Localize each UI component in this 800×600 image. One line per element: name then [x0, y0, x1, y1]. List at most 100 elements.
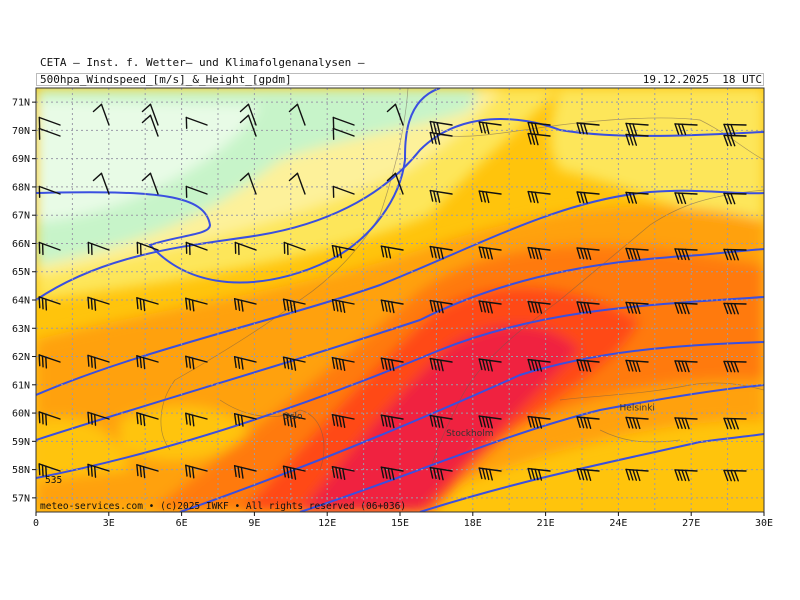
wind-barb [625, 416, 649, 430]
copyright-credit: meteo-services.com • (c)2025 IWKF • All … [40, 501, 406, 512]
wind-barb [288, 103, 306, 126]
wind-barb [527, 246, 551, 260]
lon-tick-label: 9E [248, 518, 260, 529]
wind-barb [527, 358, 551, 372]
wind-barb [674, 123, 698, 136]
wind-barb [331, 244, 355, 259]
wind-barb [288, 172, 306, 195]
wind-barb [92, 172, 110, 195]
wind-barb [136, 241, 159, 256]
wind-barb [331, 356, 355, 372]
wind-barb [332, 116, 355, 129]
wind-barb [331, 465, 355, 481]
wind-barb [136, 464, 159, 479]
wind-barb [239, 103, 257, 126]
wind-barb [282, 298, 306, 313]
wind-barb [723, 192, 747, 205]
product-label: 500hpa_Windspeed_[m/s]_&_Height_[gpdm] [40, 73, 292, 86]
wind-barb [429, 131, 453, 145]
wind-barb [38, 463, 61, 478]
wind-barb [674, 360, 698, 373]
wind-barb [527, 121, 551, 135]
wind-barb [185, 355, 208, 370]
wind-barb [625, 122, 649, 135]
wind-barb [332, 185, 355, 198]
wind-barb [527, 467, 551, 481]
wind-barb [38, 354, 61, 369]
wind-barb [185, 241, 208, 256]
wind-barb [478, 246, 502, 260]
wind-barb [527, 300, 551, 314]
wind-barb [429, 466, 453, 481]
wind-barb [674, 417, 698, 430]
wind-barb [87, 296, 110, 311]
wind-barb [576, 359, 600, 372]
lon-tick-label: 12E [318, 518, 336, 529]
lon-tick-label: 27E [682, 518, 700, 529]
wind-barb [239, 172, 257, 195]
wind-barb [723, 469, 747, 482]
wind-barb [87, 241, 110, 256]
wind-barb [723, 417, 747, 430]
wind-barb [38, 296, 61, 311]
lat-tick-label: 59N [12, 437, 30, 448]
wind-barb [429, 245, 453, 260]
lat-lon-grid [36, 88, 764, 512]
lat-tick-label: 70N [12, 126, 30, 137]
wind-barb [38, 116, 61, 129]
wind-barb [625, 191, 649, 204]
wind-barb [386, 172, 404, 195]
wind-barb [380, 245, 404, 259]
wind-barb [478, 467, 502, 481]
lat-tick-label: 68N [12, 182, 30, 193]
wind-barb [380, 299, 404, 314]
wind-barb [723, 123, 747, 136]
wind-barb [136, 412, 159, 427]
lat-tick-label: 61N [12, 380, 30, 391]
contour-label: 535 [45, 475, 62, 486]
wind-barb [380, 414, 404, 429]
wind-barb [239, 114, 257, 137]
wind-barb [625, 359, 649, 373]
wind-barb [674, 248, 698, 261]
lat-tick-label: 71N [12, 98, 30, 109]
coastlines [160, 88, 764, 471]
city-labels: Oslo Stockholm Helsinki [283, 403, 655, 438]
wind-barb [380, 357, 404, 372]
institute-title: CETA — Inst. f. Wetter— und Klimafolgena… [40, 56, 365, 69]
wind-barb [282, 465, 306, 480]
wind-barb [576, 122, 600, 135]
wind-barb [478, 415, 502, 429]
wind-barb [141, 103, 159, 126]
wind-barb [136, 297, 159, 312]
wind-barb [283, 241, 306, 256]
wind-barb [87, 411, 110, 426]
wind-barb [478, 121, 502, 135]
wind-barb [233, 298, 257, 312]
wind-barb [282, 413, 306, 428]
wind-barb [625, 133, 649, 146]
lat-tick-label: 66N [12, 239, 30, 250]
wind-barb [38, 185, 61, 198]
wind-barb [576, 301, 600, 314]
lon-tick-label: 24E [609, 518, 627, 529]
wind-barb [136, 355, 159, 370]
wind-barb [674, 302, 698, 315]
wind-barb [429, 299, 453, 314]
lon-tick-label: 18E [464, 518, 482, 529]
wind-barb [38, 127, 61, 140]
wind-barb [185, 297, 208, 312]
wind-barb [576, 468, 600, 481]
wind-barb [429, 414, 453, 429]
lat-tick-label: 63N [12, 324, 30, 335]
wind-barb [527, 190, 551, 204]
lat-tick-label: 60N [12, 409, 30, 420]
wind-barb [87, 463, 110, 478]
lon-tick-label: 21E [537, 518, 555, 529]
lat-tick-label: 67N [12, 211, 30, 222]
wind-barb [576, 416, 600, 429]
wind-barb [185, 464, 208, 479]
wind-barb [331, 413, 355, 429]
wind-barb [723, 134, 747, 147]
height-contours [36, 88, 764, 512]
